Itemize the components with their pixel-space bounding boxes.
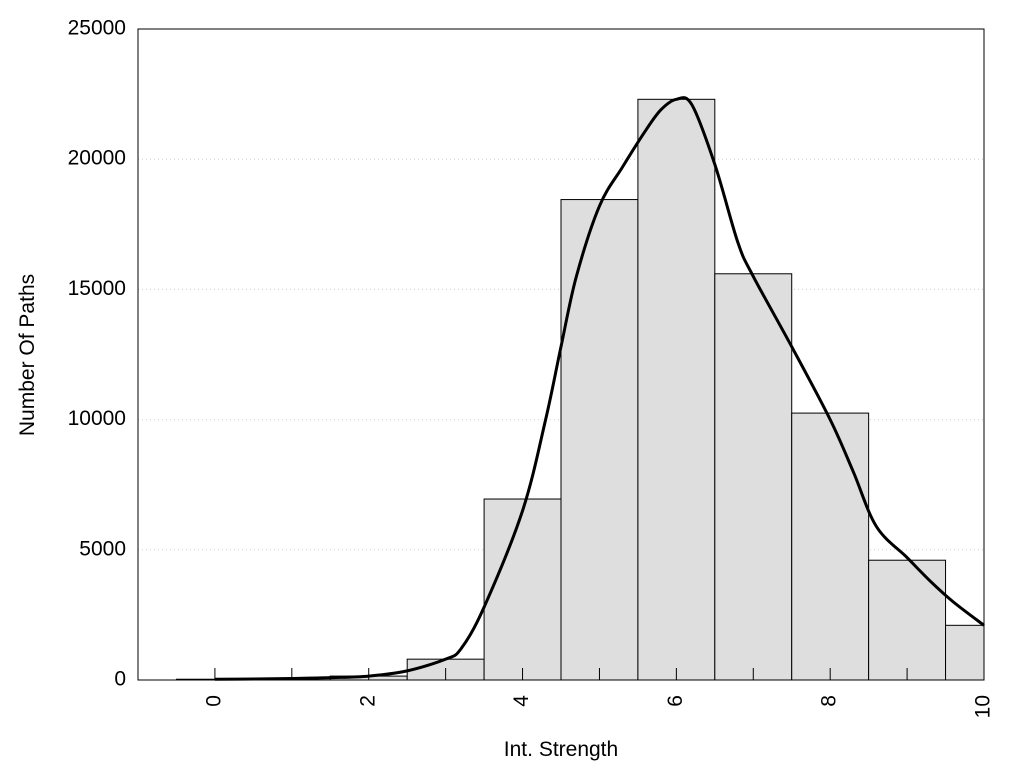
y-axis-title: Number Of Paths — [16, 274, 39, 436]
bar-7 — [714, 273, 793, 681]
y-tick-label-5: 25000 — [68, 17, 126, 40]
bars — [175, 98, 985, 681]
x-axis-ticks: 0 2 4 6 8 10 — [202, 668, 995, 718]
bar-10 — [945, 624, 985, 681]
bar-9 — [868, 559, 947, 681]
x-tick-label-2: 4 — [510, 695, 533, 707]
x-axis-title: Int. Strength — [504, 738, 618, 761]
y-axis-ticks: 0 5000 10000 15000 20000 25000 — [68, 17, 126, 691]
bar-4 — [483, 498, 562, 681]
y-tick-label-0: 0 — [114, 668, 126, 691]
x-tick-label-1: 2 — [356, 695, 379, 707]
y-tick-label-2: 10000 — [68, 407, 126, 430]
density-curve — [214, 96, 985, 681]
bar-6 — [637, 98, 716, 681]
x-tick-label-3: 6 — [664, 695, 687, 707]
bar-8 — [791, 412, 870, 681]
bar-5 — [560, 199, 639, 681]
x-tick-label-0: 0 — [202, 695, 225, 707]
y-tick-label-3: 15000 — [68, 277, 126, 300]
density-curve-line — [214, 96, 985, 681]
x-tick-label-4: 8 — [818, 695, 841, 707]
y-tick-label-4: 20000 — [68, 147, 126, 170]
plot-frame — [137, 28, 985, 681]
y-tick-label-1: 5000 — [79, 537, 126, 560]
x-tick-label-5: 10 — [972, 695, 995, 718]
